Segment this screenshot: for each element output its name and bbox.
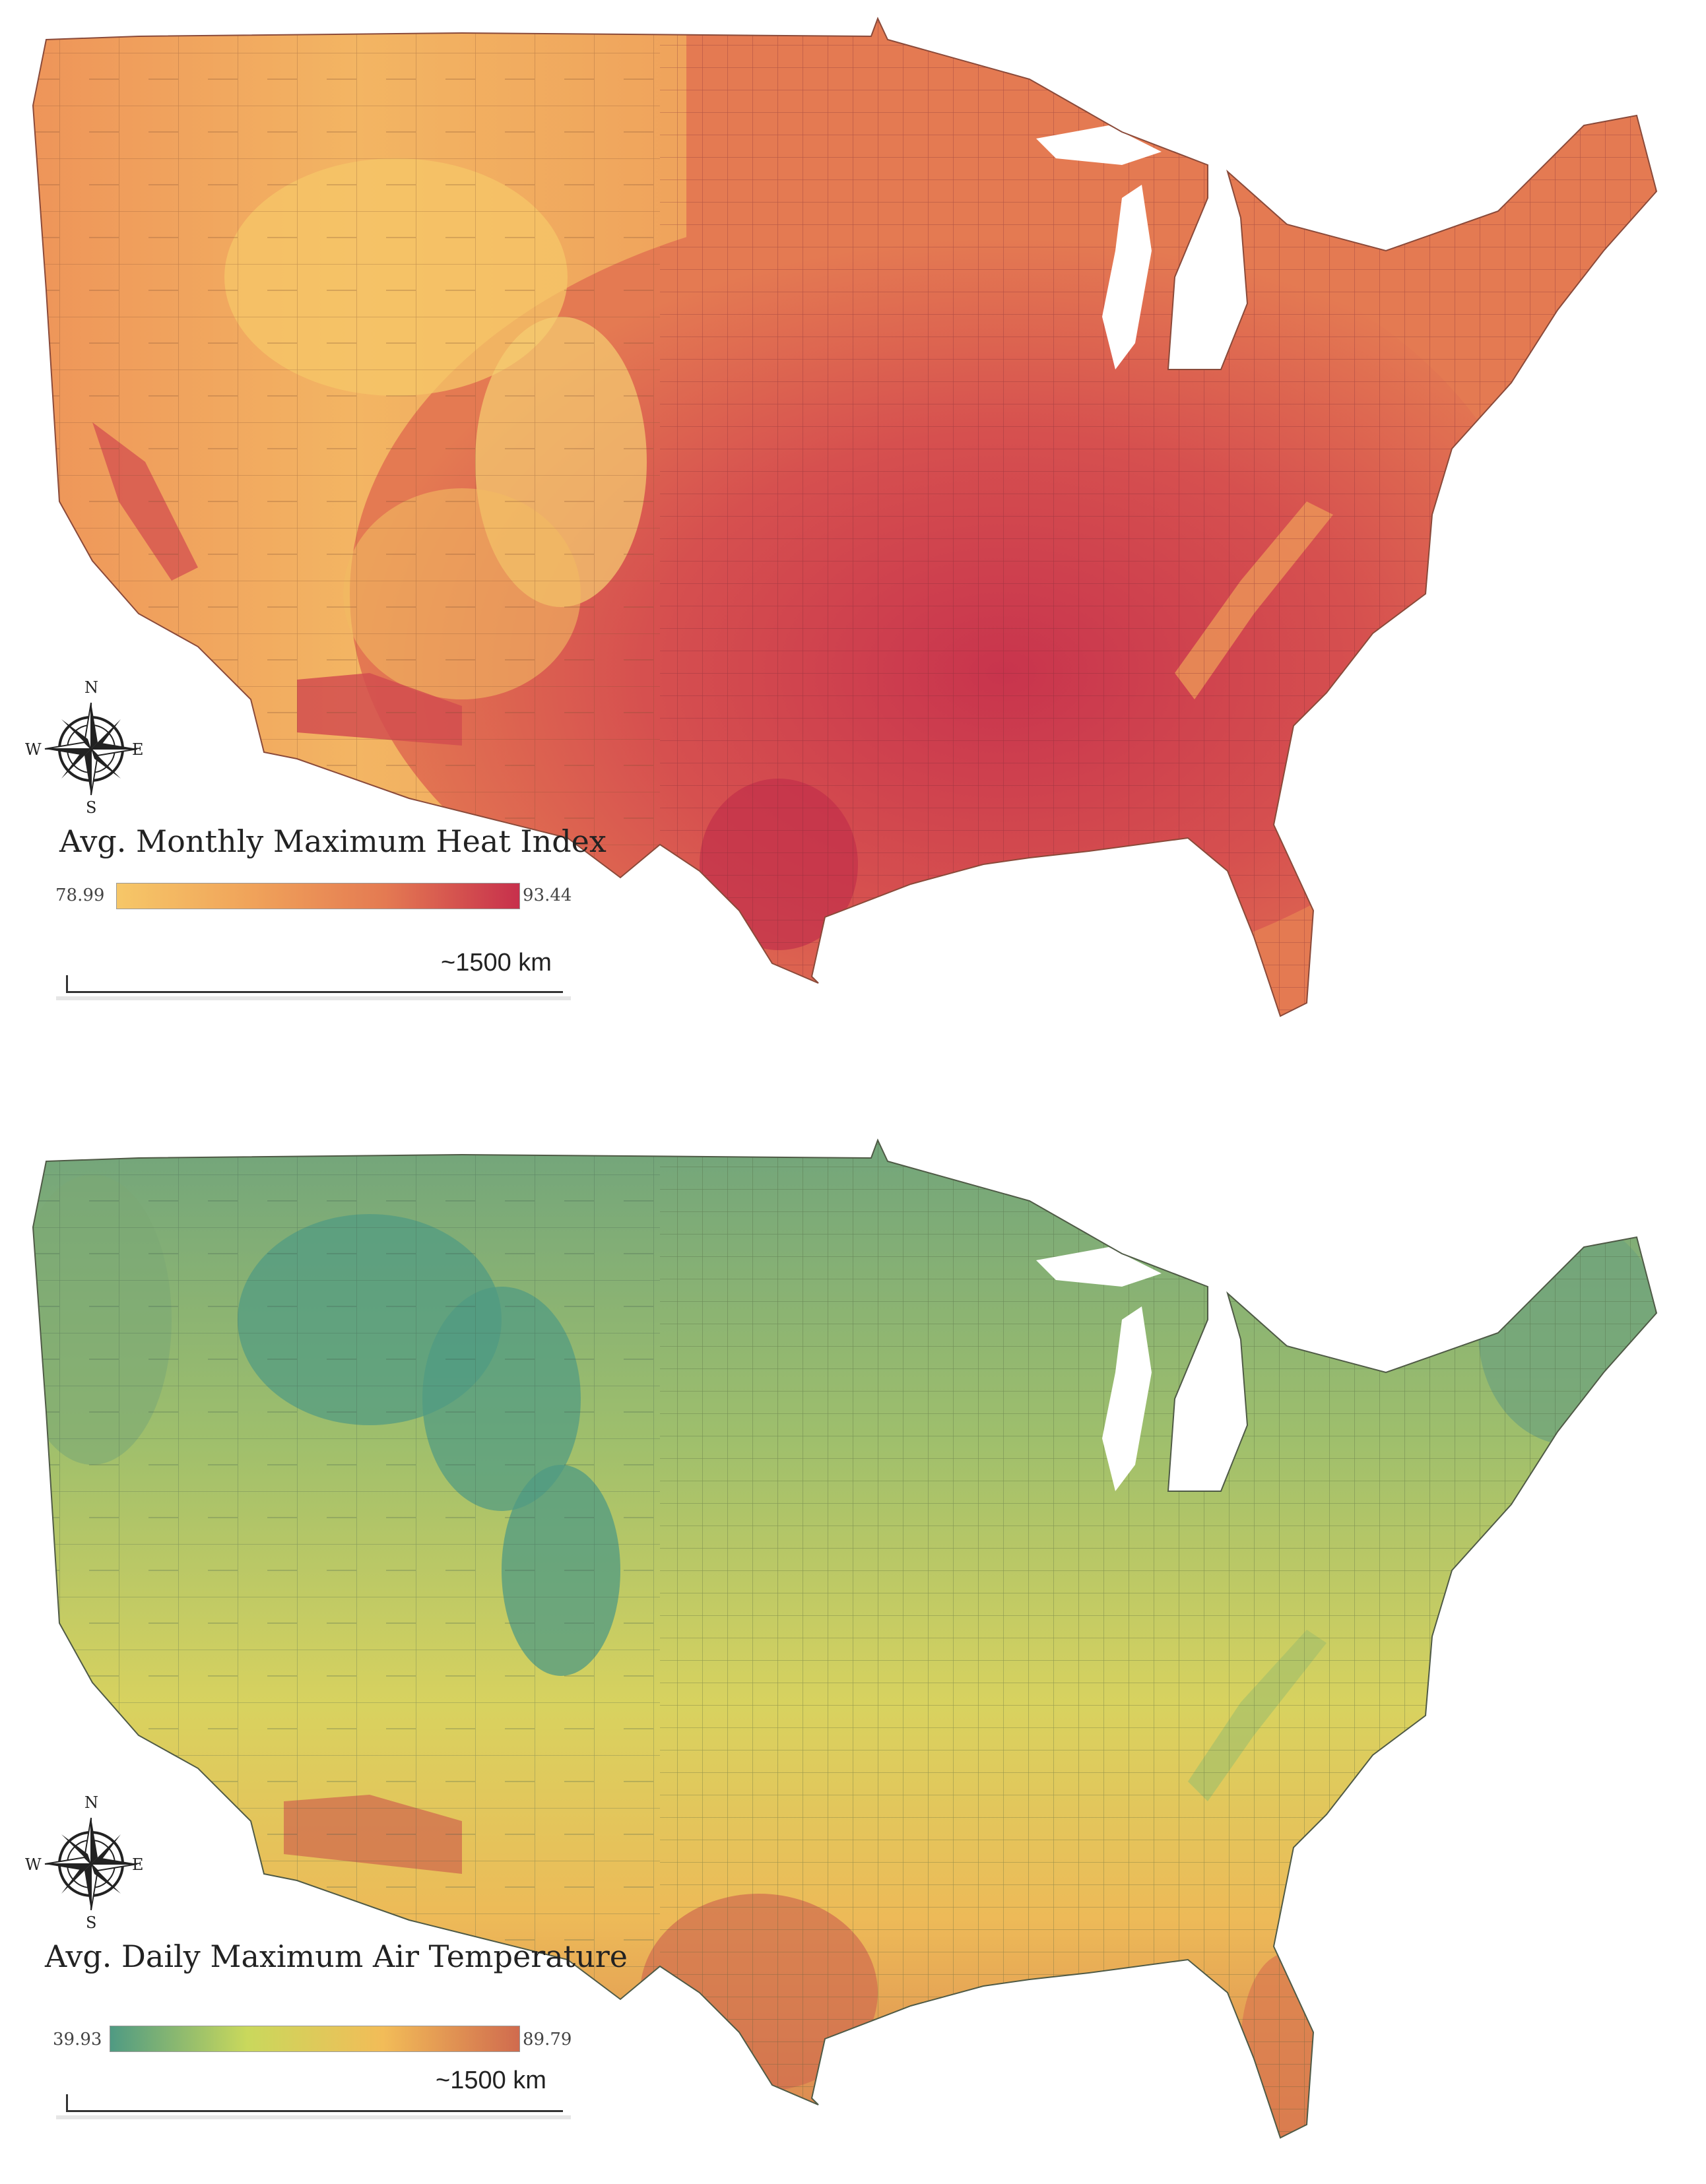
compass-south-label: S [86,798,97,817]
heat-index-map-panel: N S E W Avg. Monthly Maximum Heat Index … [0,0,1706,1056]
legend-title: Avg. Daily Maximum Air Temperature [45,1939,628,1974]
compass-rose-graphic [44,702,138,796]
legend-min-value: 78.99 [55,885,105,905]
lake-superior [1036,1247,1162,1287]
compass-south-label: S [86,1913,97,1932]
legend-max-value: 93.44 [523,885,572,905]
lake-superior [1036,125,1162,165]
compass-east-label: E [132,740,144,759]
air-temperature-map-panel: N S E W Avg. Daily Maximum Air Temperatu… [0,1122,1706,2184]
lake-michigan [1102,185,1152,369]
legend-color-ramp [110,2026,520,2052]
lake-michigan [1102,1306,1152,1491]
scale-bar-shadow [56,996,571,1000]
scale-bar [66,2094,563,2112]
legend-max-value: 89.79 [523,2030,572,2049]
compass-east-label: E [132,1855,144,1874]
scale-bar [66,975,563,993]
legend-title: Avg. Monthly Maximum Heat Index [59,823,607,859]
heat-index-map [32,18,1657,1017]
air-temperature-map [32,1140,1657,2138]
compass-north-label: N [84,678,98,697]
compass-rose-icon: N S E W [25,1788,157,1933]
compass-rose-graphic [44,1817,138,1911]
scale-bar-label: ~1500 km [441,949,552,977]
compass-west-label: W [25,1855,42,1874]
scale-bar-shadow [56,2115,571,2119]
legend-color-ramp [116,883,520,909]
compass-north-label: N [84,1793,98,1812]
legend-min-value: 39.93 [53,2030,102,2049]
air-temperature-choropleth [33,1140,1657,2138]
compass-west-label: W [25,740,42,759]
compass-rose-icon: N S E W [25,673,157,818]
scale-bar-label: ~1500 km [436,2067,546,2094]
